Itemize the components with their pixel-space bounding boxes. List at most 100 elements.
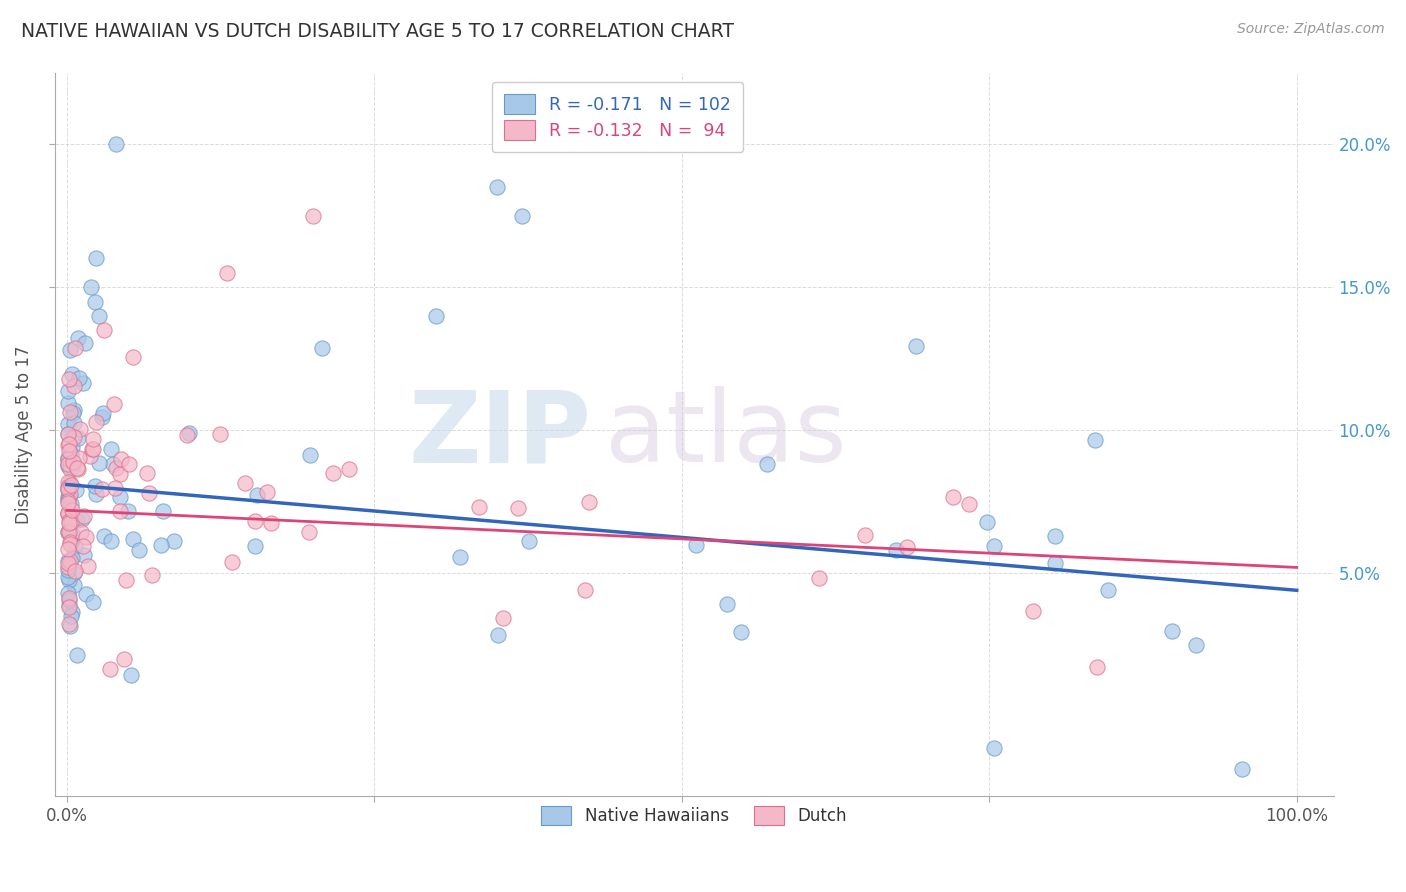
Point (58, 525, 80, 540)
Point (56, 585, 79, 599)
Point (56, 457, 79, 471)
Point (122, 350, 145, 364)
Point (63, 379, 86, 393)
Point (56, 496, 79, 510)
Point (118, 457, 141, 471)
Point (101, 457, 124, 471)
Point (58, 563, 80, 577)
Point (138, 486, 160, 500)
Point (60, 477, 83, 491)
Point (62, 430, 84, 444)
Point (65, 483, 87, 497)
Point (59, 497, 82, 511)
Point (449, 550, 471, 565)
Point (56, 475, 79, 489)
Point (84, 294, 107, 309)
Point (108, 504, 131, 518)
Point (298, 448, 321, 462)
Point (66, 648, 89, 663)
Point (56, 457, 79, 471)
Point (1160, 624, 1182, 639)
Point (486, 628, 509, 642)
Point (56, 395, 79, 409)
Point (58, 443, 80, 458)
Point (957, 498, 980, 512)
Point (886, 543, 908, 558)
Point (60, 502, 83, 516)
Point (56, 417, 79, 431)
Point (82, 432, 104, 446)
Point (56, 483, 79, 498)
Point (63, 416, 86, 430)
Point (56, 494, 79, 508)
Point (58, 599, 80, 614)
Point (492, 611, 515, 625)
Point (112, 652, 135, 666)
Point (716, 597, 738, 611)
Point (105, 461, 128, 475)
Point (60, 533, 83, 547)
Point (301, 209, 323, 223)
Point (56, 482, 79, 496)
Point (59, 619, 82, 633)
Point (82, 595, 104, 609)
Point (56, 507, 79, 521)
Point (58, 516, 80, 530)
Point (163, 533, 186, 548)
Point (58, 489, 80, 503)
Point (62, 578, 84, 592)
Point (93, 529, 115, 543)
Point (58, 598, 80, 612)
Point (67, 371, 90, 385)
Point (56, 557, 79, 571)
Point (100, 662, 122, 676)
Point (80, 280, 103, 294)
Point (56, 480, 79, 494)
Point (84, 479, 107, 493)
Point (77, 558, 100, 573)
Point (152, 503, 174, 517)
Point (56, 451, 79, 466)
Point (67, 461, 90, 475)
Point (58, 617, 80, 632)
Point (60, 440, 83, 454)
Point (104, 481, 127, 495)
Point (60, 609, 83, 624)
Point (66, 461, 89, 475)
Point (209, 427, 232, 442)
Y-axis label: Disability Age 5 to 17: Disability Age 5 to 17 (15, 345, 32, 524)
Point (62, 403, 84, 417)
Point (62, 406, 84, 420)
Point (56, 451, 79, 466)
Point (84, 487, 107, 501)
Point (87, 456, 110, 470)
Point (59, 535, 82, 549)
Point (69, 422, 91, 436)
Point (1022, 604, 1045, 618)
Point (322, 466, 344, 480)
Point (1043, 556, 1066, 570)
Point (115, 573, 138, 587)
Point (896, 540, 918, 554)
Point (58, 437, 80, 451)
Point (58, 514, 80, 528)
Point (59, 462, 82, 476)
Point (110, 467, 132, 482)
Point (100, 533, 122, 548)
Point (59, 486, 82, 500)
Point (75, 336, 97, 351)
Point (84, 251, 107, 265)
Point (93, 323, 115, 337)
Point (70, 512, 93, 526)
Point (468, 500, 491, 515)
Point (67, 450, 90, 465)
Point (56, 491, 79, 506)
Point (91, 406, 114, 420)
Point (73, 548, 96, 562)
Point (150, 538, 173, 552)
Point (62, 455, 84, 469)
Point (135, 466, 157, 480)
Point (60, 429, 83, 443)
Point (117, 503, 139, 517)
Point (58, 593, 80, 607)
